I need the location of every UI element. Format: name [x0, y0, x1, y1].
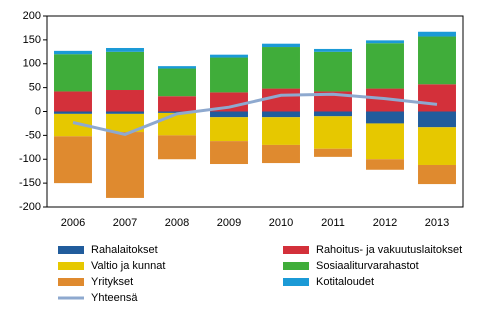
y-tick-label: -50: [25, 129, 41, 141]
bar-segment: [418, 111, 456, 128]
legend-swatch: [283, 246, 309, 254]
bar-segment: [210, 57, 248, 93]
bar-segment: [210, 92, 248, 112]
bar-segment: [54, 136, 92, 184]
legend-swatch: [283, 278, 309, 286]
legend-label: Yhteensä: [91, 292, 138, 304]
bar-segment: [262, 144, 300, 164]
bar-segment: [262, 43, 300, 48]
legend-label: Valtio ja kunnat: [91, 260, 165, 272]
bar-segment: [314, 116, 352, 149]
x-tick-label: 2006: [61, 217, 85, 229]
bar-segment: [366, 123, 404, 160]
bar-segment: [366, 40, 404, 44]
bar-segment: [314, 148, 352, 157]
bar-segment: [366, 159, 404, 170]
bar-segment: [210, 54, 248, 58]
legend-swatch: [58, 278, 84, 286]
legend-label: Rahoitus- ja vakuutuslaitokset: [316, 244, 462, 256]
bar-segment: [418, 164, 456, 185]
x-tick-label: 2012: [373, 217, 397, 229]
y-tick-label: -100: [19, 153, 41, 165]
y-tick-label: 50: [29, 82, 41, 94]
y-tick-label: 0: [35, 105, 41, 117]
legend-swatch: [283, 262, 309, 270]
bar-segment: [54, 113, 92, 137]
bar-segment: [158, 68, 196, 97]
legend-label: Sosiaaliturvarahastot: [316, 260, 419, 272]
bar-segment: [106, 113, 144, 133]
bar-segment: [158, 135, 196, 160]
bar-segment: [106, 132, 144, 198]
bar-segment: [314, 48, 352, 52]
y-tick-label: -150: [19, 177, 41, 189]
bar-segment: [262, 88, 300, 112]
x-tick-label: 2010: [269, 217, 293, 229]
bar-segment: [210, 141, 248, 165]
x-tick-label: 2009: [217, 217, 241, 229]
bar-segment: [262, 111, 300, 118]
bar-segment: [418, 127, 456, 165]
y-tick-label: 100: [23, 58, 41, 70]
legend-label: Rahalaitokset: [91, 244, 158, 256]
bar-segment: [262, 117, 300, 145]
x-tick-label: 2013: [425, 217, 449, 229]
x-tick-label: 2007: [113, 217, 137, 229]
y-tick-label: -200: [19, 201, 41, 213]
total-line: [72, 92, 438, 136]
y-tick-label: 200: [23, 10, 41, 22]
legend-label: Yritykset: [91, 276, 133, 288]
x-tick-label: 2008: [165, 217, 189, 229]
bar-segment: [158, 111, 196, 113]
y-tick-label: 150: [23, 34, 41, 46]
bar-segment: [54, 91, 92, 112]
bar-segment: [106, 51, 144, 91]
bar-segment: [418, 36, 456, 85]
bar-segment: [418, 84, 456, 112]
bar-segment: [54, 50, 92, 55]
bar-segment: [366, 111, 404, 124]
legend-label: Kotitaloudet: [316, 276, 374, 288]
bar-segment: [158, 112, 196, 136]
bar-segment: [314, 111, 352, 117]
x-tick-label: 2011: [321, 217, 345, 229]
bar-segment: [314, 51, 352, 92]
bar-segment: [106, 90, 144, 112]
bar-segment: [106, 111, 144, 114]
bar-segment: [210, 111, 248, 118]
bar-segment: [106, 47, 144, 52]
bar-segment: [210, 117, 248, 142]
bar-segment: [158, 66, 196, 69]
bar-segment: [418, 31, 456, 37]
bar-segment: [158, 96, 196, 112]
legend-swatch: [58, 262, 84, 270]
bar-segment: [54, 111, 92, 114]
legend-swatch: [58, 246, 84, 254]
bar-segment: [54, 54, 92, 92]
bar-segment: [366, 43, 404, 89]
bar-segment: [262, 47, 300, 89]
